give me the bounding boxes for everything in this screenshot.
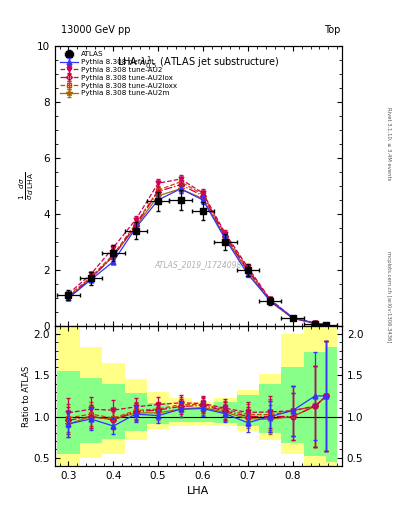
Legend: ATLAS, Pythia 8.308 default, Pythia 8.308 tune-AU2, Pythia 8.308 tune-AU2lox, Py: ATLAS, Pythia 8.308 default, Pythia 8.30… <box>59 50 178 98</box>
Text: Rivet 3.1.10, ≥ 3.4M events: Rivet 3.1.10, ≥ 3.4M events <box>386 106 391 180</box>
Text: LHA $\lambda^1_{0.5}$ (ATLAS jet substructure): LHA $\lambda^1_{0.5}$ (ATLAS jet substru… <box>117 54 280 71</box>
Y-axis label: $\frac{1}{\sigma}\frac{d\sigma}{d\,\mathrm{LHA}}$: $\frac{1}{\sigma}\frac{d\sigma}{d\,\math… <box>17 172 36 200</box>
Text: Top: Top <box>323 25 340 35</box>
Text: 13000 GeV pp: 13000 GeV pp <box>61 25 130 35</box>
X-axis label: LHA: LHA <box>187 486 209 496</box>
Text: ATLAS_2019_I1724098: ATLAS_2019_I1724098 <box>155 260 242 269</box>
Y-axis label: Ratio to ATLAS: Ratio to ATLAS <box>22 366 31 426</box>
Text: mcplots.cern.ch [arXiv:1306.3436]: mcplots.cern.ch [arXiv:1306.3436] <box>386 251 391 343</box>
